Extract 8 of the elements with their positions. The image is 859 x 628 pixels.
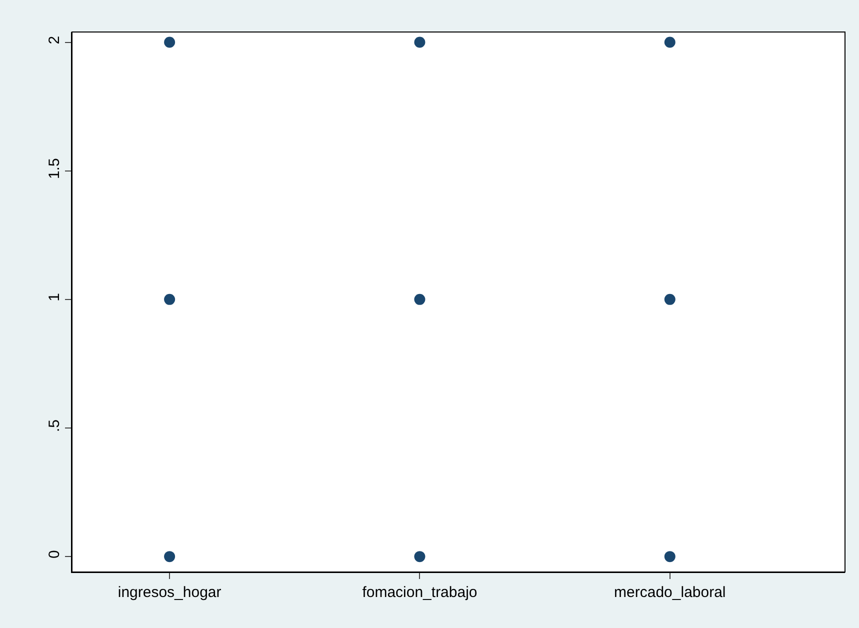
- y-tick-label: 1: [46, 293, 63, 302]
- x-tick-label: ingresos_hogar: [118, 584, 222, 601]
- y-tick-label: 2: [46, 36, 63, 44]
- x-tick-label: fomacion_trabajo: [362, 584, 478, 601]
- y-tick-label: .5: [46, 419, 63, 432]
- y-tick-label: 0: [46, 550, 63, 558]
- x-tick-label: mercado_laboral: [614, 584, 726, 601]
- y-tick-label: 1.5: [46, 158, 63, 180]
